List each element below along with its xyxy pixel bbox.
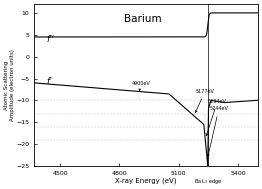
Text: 5244eV: 5244eV — [208, 106, 228, 156]
Text: Ba L$_3$ edge: Ba L$_3$ edge — [194, 177, 222, 186]
Text: $f''$: $f''$ — [46, 33, 55, 44]
Text: $f'$: $f'$ — [46, 75, 53, 86]
X-axis label: X-ray Energy (eV): X-ray Energy (eV) — [115, 177, 177, 184]
Text: 5177eV: 5177eV — [195, 89, 214, 113]
Text: 5234eV: 5234eV — [206, 99, 227, 136]
Text: Barium: Barium — [124, 15, 162, 24]
Y-axis label: Atomic Scattering
Amplitude (electron units): Atomic Scattering Amplitude (electron un… — [4, 49, 15, 121]
Text: 4900eV: 4900eV — [132, 81, 150, 91]
